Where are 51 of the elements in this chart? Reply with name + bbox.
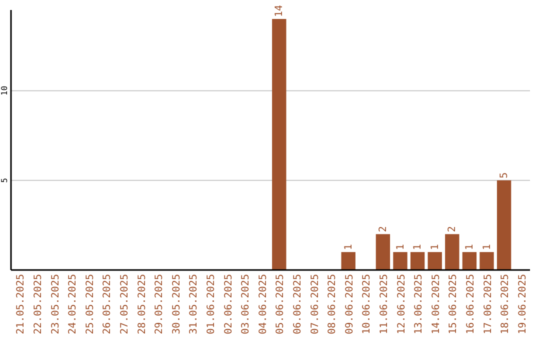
x-tick-label: 06.06.2025 bbox=[292, 274, 304, 334]
data-label: 2 bbox=[447, 226, 458, 232]
x-tick-label: 08.06.2025 bbox=[327, 274, 338, 334]
x-tick-label: 13.06.2025 bbox=[414, 274, 425, 334]
x-tick-label: 21.05.2025 bbox=[16, 274, 27, 334]
x-tick-label: 03.06.2025 bbox=[240, 274, 252, 334]
data-label: 2 bbox=[378, 226, 389, 232]
x-tick-label: 31.05.2025 bbox=[188, 274, 200, 334]
x-tick-label: 01.06.2025 bbox=[206, 274, 217, 334]
bar bbox=[462, 252, 477, 270]
x-tick-label: 07.06.2025 bbox=[310, 274, 321, 334]
data-label: 14 bbox=[274, 4, 286, 17]
data-label: 5 bbox=[499, 172, 510, 178]
x-tick-label: 29.05.2025 bbox=[154, 274, 166, 334]
x-tick-label: 14.06.2025 bbox=[430, 274, 442, 334]
x-tick-label: 28.05.2025 bbox=[136, 274, 148, 334]
bar bbox=[496, 180, 512, 270]
data-label: 1 bbox=[395, 244, 406, 250]
bar bbox=[341, 252, 356, 270]
x-tick-label: 23.05.2025 bbox=[50, 274, 62, 334]
x-tick-label: 26.05.2025 bbox=[102, 274, 114, 334]
bar bbox=[480, 252, 494, 270]
x-tick-label: 22.05.2025 bbox=[32, 274, 44, 334]
x-tick-label: 30.05.2025 bbox=[171, 274, 182, 334]
x-tick-label: 27.05.2025 bbox=[119, 274, 130, 334]
x-tick-label: 18.06.2025 bbox=[500, 274, 512, 334]
bar bbox=[410, 252, 425, 270]
x-tick-label: 12.06.2025 bbox=[396, 274, 408, 334]
x-tick-label: 24.05.2025 bbox=[68, 274, 79, 334]
data-label: 1 bbox=[412, 244, 424, 250]
y-tick-label: 10 bbox=[0, 86, 9, 96]
x-tick-label: 15.06.2025 bbox=[448, 274, 460, 334]
data-label: 1 bbox=[482, 244, 493, 250]
x-tick-label: 17.06.2025 bbox=[482, 274, 494, 334]
x-tick-label: 11.06.2025 bbox=[378, 274, 390, 334]
x-tick-label: 19.06.2025 bbox=[517, 274, 528, 334]
x-tick-label: 10.06.2025 bbox=[362, 274, 373, 334]
bar bbox=[393, 252, 408, 270]
bar bbox=[272, 18, 286, 270]
x-tick-label: 04.06.2025 bbox=[258, 274, 269, 334]
data-label: 1 bbox=[430, 244, 441, 250]
data-label: 1 bbox=[464, 244, 476, 250]
data-label: 1 bbox=[343, 244, 354, 250]
x-tick-label: 25.05.2025 bbox=[84, 274, 96, 334]
x-tick-label: 09.06.2025 bbox=[344, 274, 356, 334]
x-tick-label: 16.06.2025 bbox=[465, 274, 476, 334]
bar bbox=[428, 252, 442, 270]
bar bbox=[376, 234, 390, 270]
x-tick-label: 02.06.2025 bbox=[223, 274, 234, 334]
bar bbox=[445, 234, 460, 270]
x-tick-label: 05.06.2025 bbox=[275, 274, 286, 334]
